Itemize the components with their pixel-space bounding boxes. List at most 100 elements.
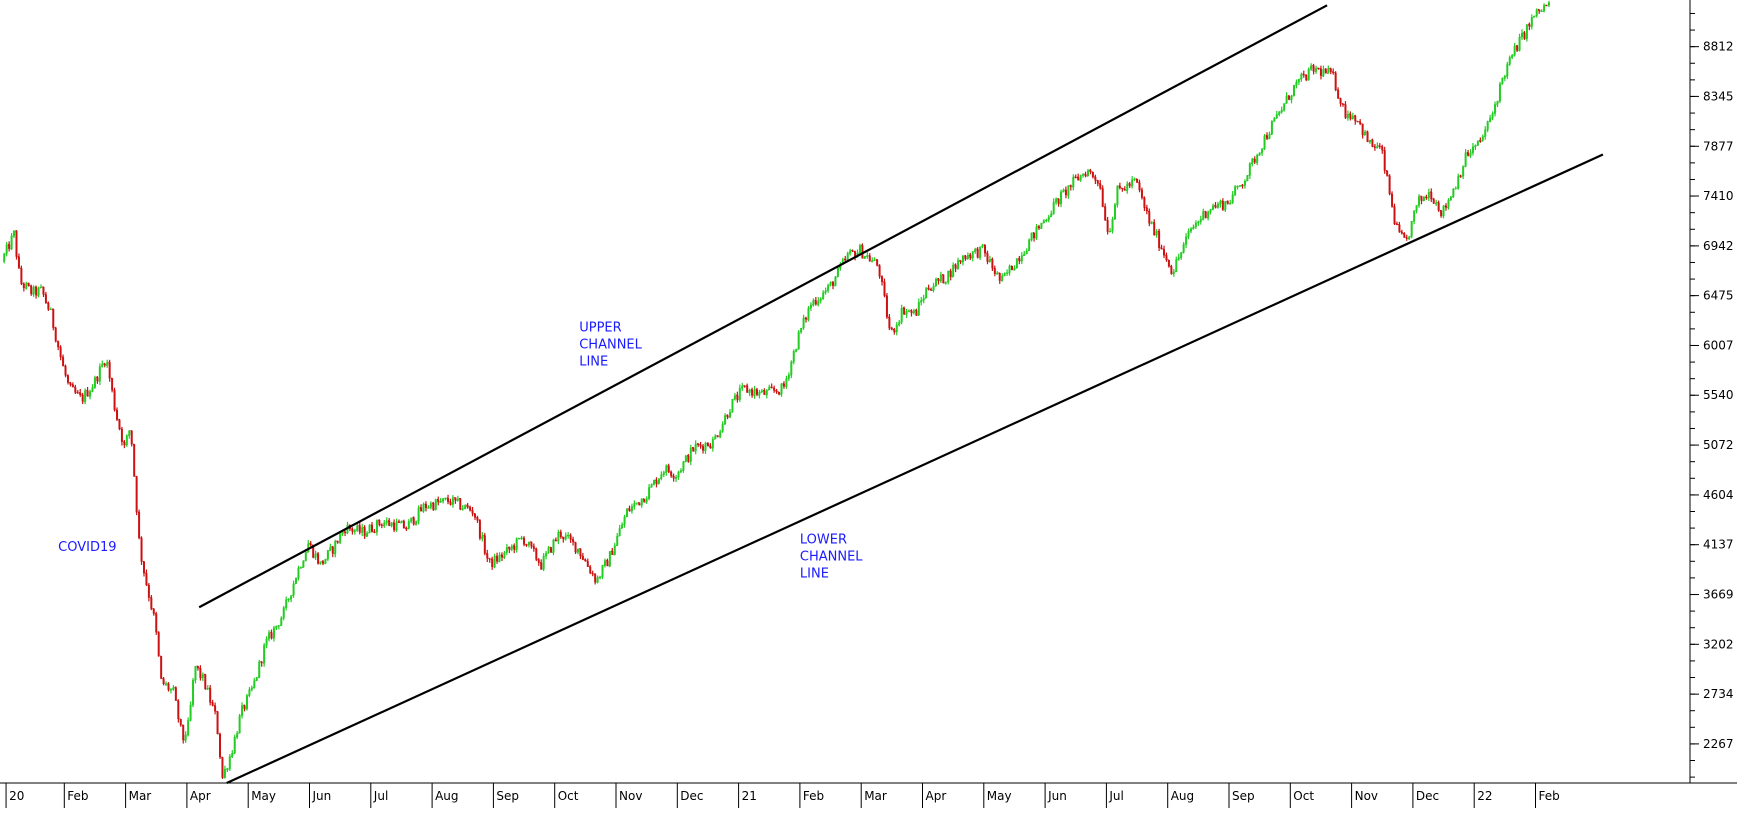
candle-body — [1288, 95, 1291, 100]
candle-body — [57, 341, 60, 348]
candle-body — [814, 300, 817, 305]
candle — [701, 444, 705, 454]
candle-body — [645, 498, 648, 503]
candle-body — [35, 287, 38, 296]
candle-body — [537, 559, 540, 563]
candle — [1199, 215, 1202, 225]
candle — [525, 543, 528, 547]
candle-body — [309, 543, 312, 546]
candle — [910, 309, 913, 317]
candle-body — [1452, 188, 1455, 197]
candle — [1535, 8, 1538, 18]
candle — [1005, 269, 1009, 276]
candle — [748, 388, 751, 397]
candle-body — [1491, 113, 1494, 119]
candle-body — [231, 753, 234, 757]
candle — [807, 306, 810, 322]
candle — [334, 539, 337, 558]
candle-body — [731, 399, 734, 413]
candle-body — [1035, 226, 1038, 239]
candle-body — [1087, 170, 1090, 177]
candle-body — [912, 310, 915, 313]
candle — [245, 693, 248, 711]
candle — [98, 363, 101, 385]
candle — [1361, 123, 1364, 139]
candle-body — [20, 268, 23, 284]
candle-body — [1484, 129, 1487, 137]
candle-body — [1334, 72, 1337, 91]
candle-body — [221, 757, 224, 778]
candle — [1314, 65, 1318, 74]
candle-body — [881, 276, 884, 282]
candle — [74, 384, 77, 395]
candle-body — [410, 517, 413, 522]
candle — [12, 230, 16, 239]
candle — [1403, 232, 1406, 238]
candle — [88, 389, 92, 400]
candle-body — [312, 545, 315, 558]
candle — [1226, 200, 1229, 205]
candle-body — [648, 487, 651, 499]
x-tick-label: 20 — [9, 789, 24, 803]
candle — [466, 502, 469, 509]
candle-body — [424, 504, 427, 509]
candle-body — [79, 392, 82, 395]
candle — [137, 509, 141, 540]
candle-body — [486, 553, 489, 559]
candle-body — [1219, 201, 1222, 204]
candle — [319, 561, 322, 565]
candle — [292, 580, 295, 598]
candle-body — [331, 546, 334, 554]
candle-body — [1246, 175, 1249, 181]
x-tick-label: Nov — [619, 789, 642, 803]
candle — [620, 522, 624, 529]
candle — [1062, 188, 1065, 193]
candle-body — [858, 245, 861, 253]
candle — [1295, 79, 1298, 89]
candle — [29, 284, 33, 296]
candle-body — [1339, 98, 1342, 104]
candle — [42, 286, 45, 298]
candle — [115, 407, 119, 422]
candle-body — [861, 245, 864, 259]
candle-body — [1212, 205, 1215, 210]
candle — [449, 498, 452, 506]
candle-body — [1391, 193, 1394, 207]
candle — [1537, 8, 1541, 14]
candle-body — [807, 308, 810, 320]
candle — [1069, 184, 1072, 191]
candle — [414, 520, 418, 526]
candle — [1241, 183, 1244, 189]
candle — [1175, 256, 1178, 273]
candle — [456, 495, 459, 502]
candle-body — [937, 278, 940, 281]
candle-body — [1138, 182, 1141, 190]
candle-body — [86, 390, 89, 397]
candle-body — [1033, 232, 1036, 239]
candle — [552, 538, 555, 556]
candle-body — [147, 585, 150, 598]
candle-body — [1364, 131, 1367, 136]
candle-body — [248, 689, 251, 696]
candle-body — [711, 439, 714, 449]
candle-body — [142, 561, 145, 574]
candle-body — [400, 521, 403, 523]
candle — [407, 519, 410, 530]
candle-body — [939, 274, 942, 281]
candle — [765, 389, 768, 399]
candle — [34, 285, 38, 299]
candle — [461, 504, 464, 511]
candle — [1358, 119, 1362, 126]
candle-body — [1089, 170, 1092, 173]
candle-body — [1243, 180, 1246, 186]
candle — [167, 682, 170, 692]
x-tick-label: Jun — [312, 789, 332, 803]
candle-body — [353, 530, 356, 532]
candle — [1187, 228, 1190, 240]
candle-body — [1270, 121, 1273, 135]
candle-body — [974, 248, 977, 252]
candle-body — [498, 554, 501, 562]
candle-body — [746, 385, 749, 393]
candle — [500, 552, 503, 562]
candle — [1184, 233, 1188, 249]
